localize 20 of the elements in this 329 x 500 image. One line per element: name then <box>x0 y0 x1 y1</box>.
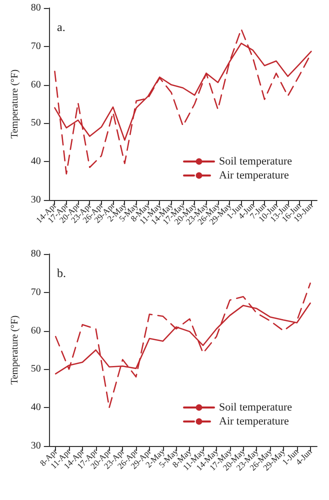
y-tick-label: 40 <box>30 156 41 168</box>
y-tick-label: 50 <box>30 364 41 375</box>
y-tick-label: 30 <box>30 440 41 452</box>
y-axis-title: Temperature (°F) <box>10 69 20 139</box>
y-tick-label: 50 <box>30 118 41 129</box>
text: b. <box>57 266 66 280</box>
legend-label: Soil temperature <box>218 402 292 414</box>
text: a. <box>57 20 66 34</box>
y-tick-label: 40 <box>30 402 41 414</box>
y-tick-label: 70 <box>30 286 41 298</box>
legend-label: Soil temperature <box>218 156 292 168</box>
legend-label: Air temperature <box>218 170 290 182</box>
y-tick-label: 60 <box>30 325 41 336</box>
y-tick-label: 60 <box>30 79 41 90</box>
y-tick-label: 80 <box>30 2 41 14</box>
y-tick-label: 70 <box>30 40 41 52</box>
y-axis-title: Temperature (°F) <box>10 315 20 385</box>
legend-label: Air temperature <box>218 416 290 428</box>
y-tick-label: 30 <box>30 194 41 206</box>
y-tick-label: 80 <box>30 248 41 260</box>
